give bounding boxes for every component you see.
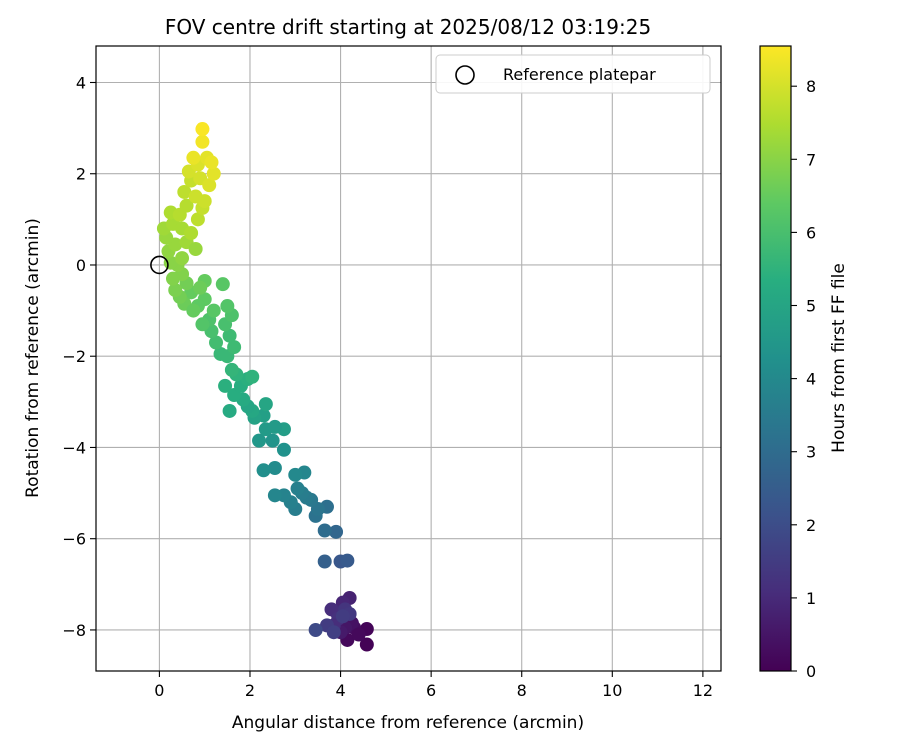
x-axis-label: Angular distance from reference (arcmin)	[232, 713, 584, 733]
data-point	[206, 303, 221, 318]
colorbar-tick-label: 8	[806, 77, 816, 96]
data-point	[218, 378, 233, 393]
y-tick-label: 0	[76, 256, 86, 275]
y-tick-label: −2	[62, 347, 86, 366]
colorbar-tick-label: 6	[806, 223, 816, 242]
x-tick-label: 0	[154, 681, 164, 700]
data-point	[329, 524, 344, 539]
data-points	[156, 122, 374, 652]
data-point	[276, 442, 291, 457]
data-point	[256, 463, 271, 478]
reference-marker	[150, 255, 169, 275]
data-point	[222, 403, 237, 418]
data-point	[359, 637, 374, 652]
legend-marker-reference	[455, 65, 475, 85]
data-point	[195, 317, 210, 332]
colorbar-tick-label: 3	[806, 443, 816, 462]
data-point	[175, 251, 190, 266]
data-point	[351, 627, 366, 642]
data-point	[220, 299, 235, 314]
data-point	[193, 280, 208, 295]
data-point	[179, 198, 194, 213]
x-tick-label: 12	[693, 681, 713, 700]
data-point	[288, 467, 303, 482]
y-axis-ticks: −8 −6 −4 −2 0 2 4	[62, 73, 96, 640]
data-point	[267, 488, 282, 503]
x-tick-label: 8	[517, 681, 527, 700]
y-tick-label: −4	[62, 438, 86, 457]
data-point	[188, 242, 203, 257]
data-point	[209, 335, 224, 350]
x-tick-label: 6	[426, 681, 436, 700]
data-point	[227, 340, 242, 355]
legend-box	[435, 54, 711, 94]
data-point	[184, 226, 199, 241]
colorbar-tick-label: 1	[806, 589, 816, 608]
data-point	[224, 362, 239, 377]
data-point	[252, 433, 267, 448]
data-point	[258, 397, 273, 412]
data-point	[206, 166, 221, 181]
data-point	[168, 283, 183, 298]
colorbar-tick-label: 2	[806, 516, 816, 535]
y-tick-label: 2	[76, 165, 86, 184]
legend: Reference platepar	[435, 54, 711, 94]
y-tick-label: 4	[76, 73, 86, 92]
y-tick-label: −8	[62, 621, 86, 640]
colorbar-frame	[759, 45, 792, 672]
x-tick-label: 2	[245, 681, 255, 700]
colorbar-tick-label: 7	[806, 150, 816, 169]
data-point	[215, 277, 230, 292]
data-point	[202, 178, 217, 193]
data-point	[326, 625, 341, 640]
data-point	[195, 134, 210, 149]
data-point	[317, 523, 332, 538]
data-point	[265, 433, 280, 448]
grid	[96, 46, 721, 671]
colorbar-gradient	[760, 46, 791, 671]
data-point	[204, 155, 219, 170]
data-point	[177, 184, 192, 199]
colorbar-ticks: 0 1 2 3 4 5 6 7 8	[791, 77, 816, 681]
x-tick-label: 4	[335, 681, 345, 700]
data-point	[245, 369, 260, 384]
data-point	[267, 419, 282, 434]
plot-frame	[95, 45, 722, 672]
data-point	[317, 554, 332, 569]
y-tick-label: −6	[62, 530, 86, 549]
data-point	[290, 481, 305, 496]
colorbar-tick-label: 5	[806, 297, 816, 316]
data-point	[186, 150, 201, 165]
colorbar-tick-label: 4	[806, 370, 816, 389]
data-point	[165, 271, 180, 286]
colorbar: 0 1 2 3 4 5 6 7 8 Hours from first FF file	[759, 45, 849, 681]
colorbar-label: Hours from first FF file	[829, 263, 849, 453]
data-point	[308, 622, 323, 637]
data-point	[190, 212, 205, 227]
data-point	[222, 328, 237, 343]
data-point	[335, 609, 350, 624]
x-tick-label: 10	[602, 681, 622, 700]
y-axis-label: Rotation from reference (arcmin)	[23, 218, 43, 498]
chart-title: FOV centre drift starting at 2025/08/12 …	[165, 15, 651, 39]
legend-label-reference: Reference platepar	[503, 65, 656, 84]
data-point	[340, 553, 355, 568]
data-point	[213, 346, 228, 361]
x-axis-ticks: 0 2 4 6 8 10 12	[154, 671, 713, 700]
data-point	[195, 122, 210, 137]
data-point	[267, 460, 282, 475]
colorbar-tick-label: 0	[806, 662, 816, 681]
data-point	[197, 194, 212, 209]
data-point	[186, 303, 201, 318]
